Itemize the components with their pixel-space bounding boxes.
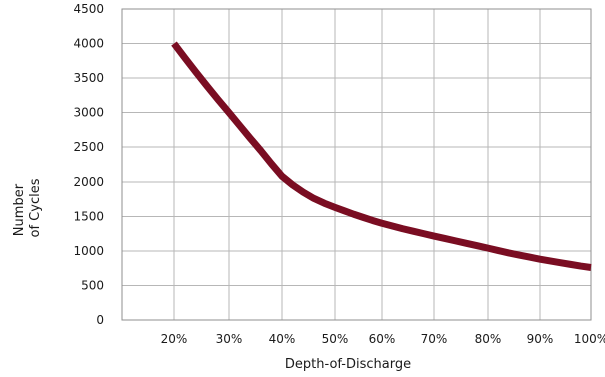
x-tick-label-30-percent: 30% (216, 332, 243, 346)
x-tick-label-70-percent: 70% (421, 332, 448, 346)
x-tick-label-60-percent: 60% (369, 332, 396, 346)
y-tick-label-500: 500 (81, 278, 104, 292)
y-tick-label-4000: 4000 (73, 37, 104, 51)
y-tick-label-2000: 2000 (73, 175, 104, 189)
y-axis-title-line-1: Number (12, 183, 27, 236)
y-tick-label-3000: 3000 (73, 106, 104, 120)
x-tick-label-20-percent: 20% (161, 332, 188, 346)
y-tick-label-1000: 1000 (73, 244, 104, 258)
x-axis-title: Depth-of-Discharge (285, 357, 411, 372)
x-tick-label-40-percent: 40% (269, 332, 296, 346)
y-tick-label-1500: 1500 (73, 209, 104, 223)
y-axis-title: Number of Cycles (12, 178, 43, 237)
y-tick-label-2500: 2500 (73, 140, 104, 154)
x-tick-label-50-percent: 50% (322, 332, 349, 346)
y-tick-label-0: 0 (96, 313, 104, 327)
axes-layer: 0 500 1000 1500 2000 2500 3000 3500 4000 4500 20% 3… (73, 2, 605, 346)
grid-layer (122, 8, 592, 321)
y-tick-label-4500: 4500 (73, 2, 104, 16)
x-tick-label-100-percent: 100% (574, 332, 605, 346)
cycles-curve (171, 41, 592, 271)
plot-frame (121, 8, 592, 321)
x-tick-label-80-percent: 80% (475, 332, 502, 346)
x-tick-label-90-percent: 90% (527, 332, 554, 346)
y-axis-title-line-2: of Cycles (28, 178, 43, 237)
series-layer (171, 41, 592, 271)
y-tick-label-3500: 3500 (73, 71, 104, 85)
